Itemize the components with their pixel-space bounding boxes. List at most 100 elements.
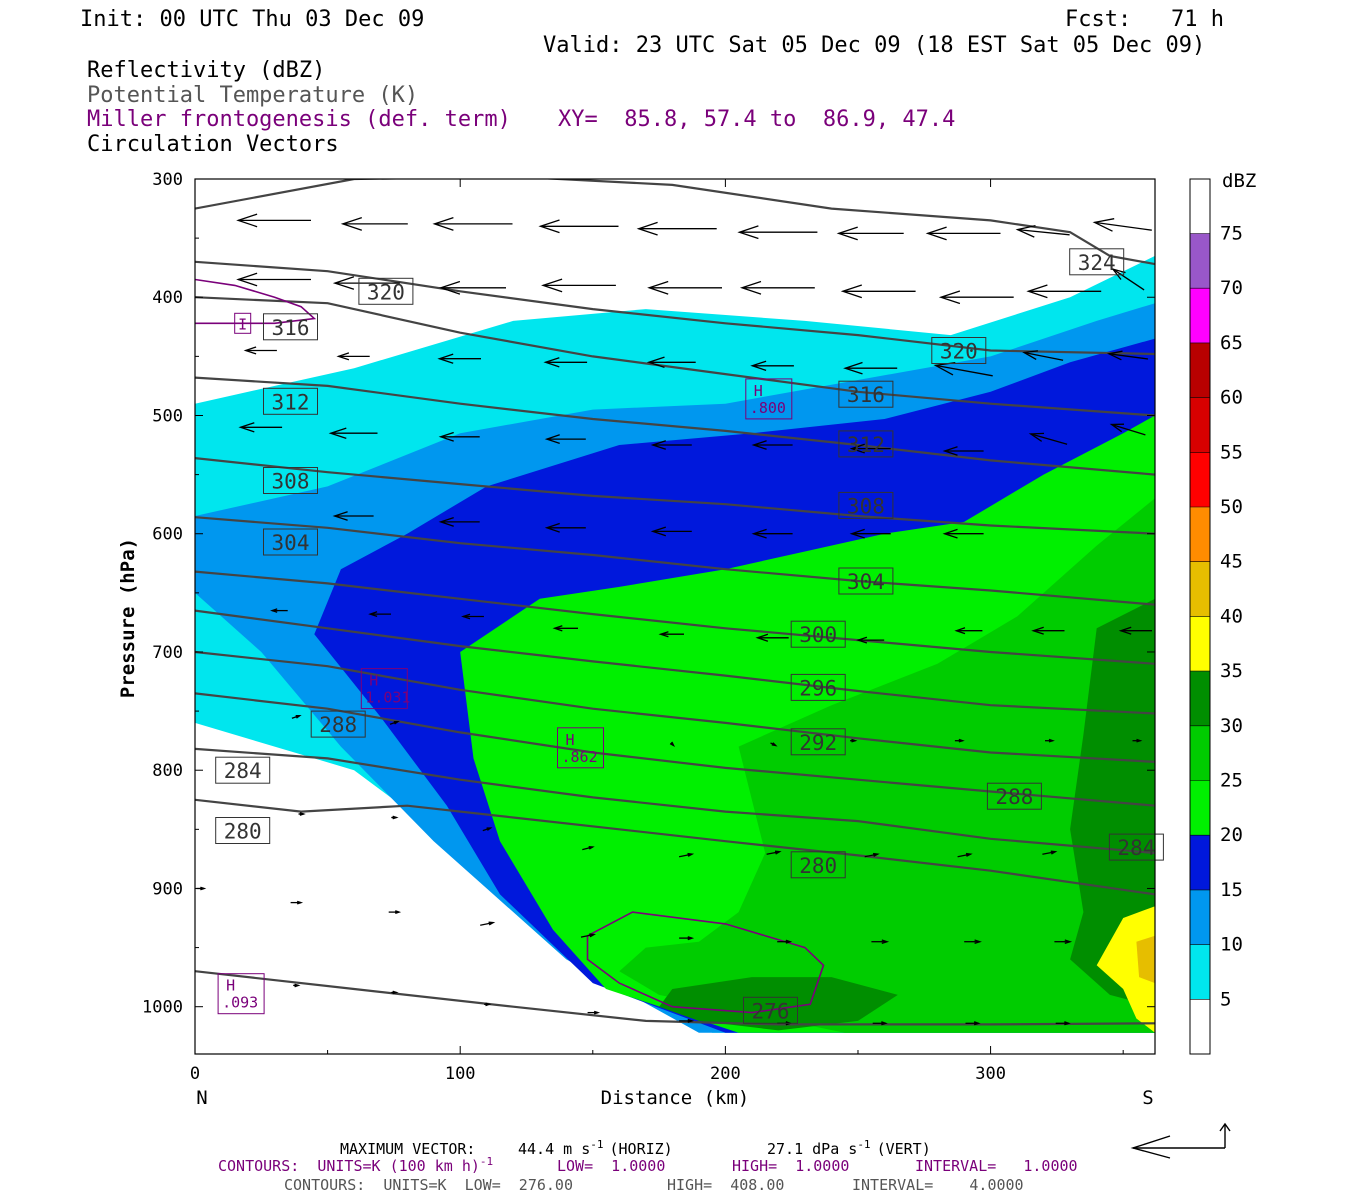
theta-label-text: 308 (847, 494, 885, 518)
x-tick-label: 100 (445, 1064, 476, 1084)
y-axis-title: Pressure (hPa) (117, 538, 139, 698)
theta-label-292-13: 292 (790, 728, 846, 756)
extremum-type: I (238, 315, 247, 333)
vector-head (392, 990, 399, 995)
theta-contour-320 (195, 260, 1155, 356)
circulation-vector-64 (1132, 738, 1143, 743)
vector-head (1015, 224, 1036, 238)
circulation-vector-37 (942, 446, 984, 456)
theta-label-box (838, 491, 894, 519)
circulation-vector-0 (236, 213, 311, 228)
circulation-vector-48 (368, 611, 391, 618)
theta-label-text: 312 (272, 390, 310, 414)
circulation-vector-79 (679, 936, 695, 941)
colorbar-label-35: 35 (1220, 660, 1243, 682)
vector-head (851, 738, 858, 743)
theta-label-box (1108, 833, 1164, 861)
circulation-vector-1 (340, 216, 408, 231)
circulation-vector-63 (1045, 738, 1055, 743)
extremum-box (557, 727, 604, 769)
extremum-value: .093 (222, 994, 258, 1012)
y-tick-label: 900 (152, 880, 183, 900)
theta-contour-308 (195, 457, 1155, 535)
legend-frontogenesis: Miller frontogenesis (def. term) (87, 107, 511, 132)
vector-head (739, 280, 762, 295)
colorbar-segment-25 (1190, 725, 1210, 781)
circulation-vector-14 (647, 280, 722, 295)
theta-label-text: 300 (799, 623, 837, 647)
theta-label-text: 308 (272, 470, 310, 494)
vector-head (296, 900, 304, 905)
circulation-vector-92 (1055, 1021, 1071, 1026)
y-tick-label: 800 (152, 761, 183, 781)
circulation-vector-84 (293, 983, 301, 988)
vector-head (340, 216, 363, 231)
colorbar-label-50: 50 (1220, 496, 1243, 518)
theta-label-text: 320 (367, 280, 405, 304)
extremum-type: H (226, 977, 235, 995)
circulation-vector-50 (552, 625, 578, 632)
north-end-label: N (196, 1087, 207, 1109)
theta-contour-284 (195, 747, 1155, 855)
theta-label-box (263, 467, 318, 494)
circulation-vector-23 (543, 357, 588, 368)
x-tick-label: 0 (190, 1064, 200, 1084)
vector-head (243, 346, 257, 355)
circulation-vector-5 (737, 225, 818, 240)
theta-label-box (790, 851, 846, 879)
frontogenesis-extremum-0: H.800 (745, 378, 793, 420)
frontogenesis-extremum-2: H.862 (557, 727, 604, 769)
vector-head (543, 357, 560, 368)
colorbar-label-15: 15 (1220, 879, 1243, 901)
vector-shaft (935, 364, 993, 377)
vector-shaft (1017, 228, 1070, 236)
circulation-vector-2 (432, 216, 513, 231)
vector-head (438, 280, 461, 295)
colorbar-segment-5 (1190, 944, 1210, 1000)
vector-head (1136, 738, 1143, 743)
vector-head (238, 422, 255, 433)
theta-contour-low: CONTOURS: UNITS=K LOW= 276.00 (284, 1176, 573, 1194)
frontogenesis-contour-0 (195, 278, 317, 325)
circulation-vector-88 (679, 1018, 695, 1023)
circulation-vector-12 (438, 280, 506, 295)
plot-frame (194, 178, 1156, 1055)
circulation-vector-7 (925, 226, 1001, 241)
circulation-vector-69 (678, 852, 695, 858)
circulation-vector-61 (850, 738, 858, 743)
vector-head (328, 427, 347, 440)
vector-head (840, 284, 863, 299)
vector-head (392, 815, 399, 820)
vector-head (1028, 432, 1045, 442)
theta-label-box (743, 996, 798, 1024)
theta-label-text: 288 (995, 785, 1033, 809)
vector-head (751, 528, 767, 539)
theta-label-300-11: 300 (790, 620, 846, 648)
theta-label-box (790, 673, 846, 701)
y-tick-label: 500 (152, 407, 183, 427)
circulation-vector-60 (770, 742, 778, 747)
circulation-vector-90 (872, 1021, 888, 1026)
circulation-vector-10 (236, 272, 311, 287)
circulation-vector-4 (636, 221, 717, 236)
theta-label-308-7: 308 (263, 467, 318, 494)
vector-shaft (1094, 221, 1152, 231)
vector-head (755, 633, 769, 642)
theta-label-box (310, 710, 366, 738)
theta-contour-304 (195, 516, 1155, 606)
colorbar: 5 10 15 20 25 30 35 40 45 50 55 60 65 70 75 (1189, 178, 1243, 1055)
circulation-vector-32 (438, 431, 480, 442)
theta-label-304-9: 304 (263, 528, 318, 556)
vector-head (1106, 350, 1123, 361)
theta-contour-300 (195, 570, 1155, 665)
theta-label-text: 280 (224, 820, 262, 844)
theta-label-280-19: 280 (790, 851, 846, 879)
theta-label-text: 304 (847, 570, 885, 594)
theta-label-316-3: 316 (263, 313, 318, 341)
circulation-vector-22 (437, 353, 481, 364)
colorbar-segment-60 (1190, 342, 1210, 398)
theta-label-text: 304 (272, 531, 310, 555)
theta-contour-296 (195, 609, 1155, 715)
vector-head (687, 852, 695, 857)
